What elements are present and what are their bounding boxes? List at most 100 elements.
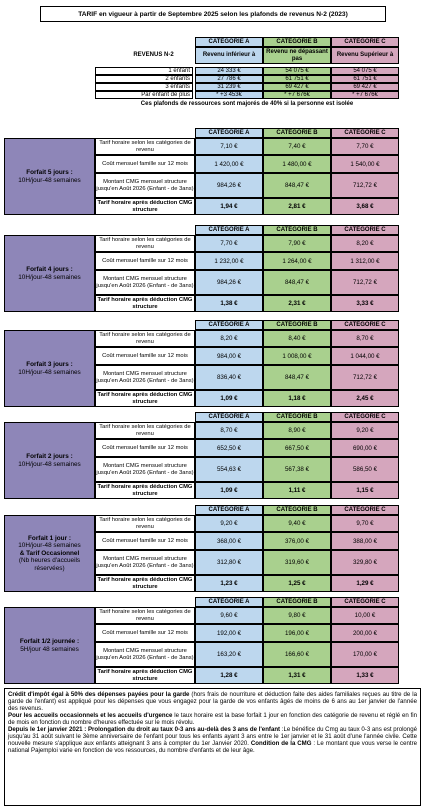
row-label: Tarif horaire après déduction CMG struct… [95, 667, 195, 684]
row-label: Coût mensuel famille sur 12 mois [95, 439, 195, 457]
forfait-label: Forfait 2 jours :10H/jour-48 semaines [4, 422, 95, 499]
tarif-header-c: CATÉGORIE C [331, 597, 399, 607]
row-label: Montant CMG mensuel structure jusqu'en A… [95, 270, 195, 295]
value-cell-a: 1,28 € [195, 667, 263, 684]
tarif-header-a: CATÉGORIE A [195, 128, 263, 138]
note-cmg-text: :Le bénéfice du Cmg au taux 0-3 ans est … [8, 726, 417, 747]
forfait-title: Forfait 5 jours : [26, 168, 73, 176]
value-cell-b: 376,00 € [263, 532, 331, 550]
value-cell-b: 1,18 € [263, 390, 331, 407]
revenus-cell-b: * +7 676€ [263, 91, 331, 99]
value-cell-b: 196,00 € [263, 624, 331, 642]
row-label: Tarif horaire selon les catégories de re… [95, 515, 195, 532]
row-label: Montant CMG mensuel structure jusqu'en A… [95, 365, 195, 390]
value-cell-b: 8,40 € [263, 330, 331, 347]
tarif-header-c: CATÉGORIE C [331, 505, 399, 515]
value-cell-a: 1,38 € [195, 295, 263, 312]
value-cell-c: 1 312,00 € [331, 252, 399, 270]
revenus-subheader-c: Revenu Supérieur à [331, 47, 399, 64]
value-cell-b: 667,50 € [263, 439, 331, 457]
value-cell-b: 9,40 € [263, 515, 331, 532]
tarif-header-a: CATÉGORIE A [195, 412, 263, 422]
revenus-row-label: Par enfant de plus [95, 91, 193, 99]
tarif-header-a: CATÉGORIE A [195, 225, 263, 235]
value-cell-c: 586,50 € [331, 457, 399, 482]
revenus-cell-a: * +3 453€ [195, 91, 263, 99]
revenus-cell-c: * +7 676€ [331, 91, 399, 99]
value-cell-c: 8,70 € [331, 330, 399, 347]
forfait-title: Forfait 1/2 journée : [19, 637, 80, 645]
forfait-label: Forfait 5 jours :10H/jour-48 semaines [4, 138, 95, 215]
value-cell-a: 1 420,00 € [195, 155, 263, 173]
value-cell-a: 9,60 € [195, 607, 263, 624]
value-cell-a: 163,20 € [195, 642, 263, 667]
value-cell-c: 9,70 € [331, 515, 399, 532]
value-cell-a: 8,20 € [195, 330, 263, 347]
value-cell-c: 712,72 € [331, 173, 399, 198]
tarif-header-a: CATÉGORIE A [195, 597, 263, 607]
value-cell-c: 7,70 € [331, 138, 399, 155]
value-cell-b: 848,47 € [263, 173, 331, 198]
row-label: Montant CMG mensuel structure jusqu'en A… [95, 550, 195, 575]
value-cell-a: 1,23 € [195, 575, 263, 592]
value-cell-c: 712,72 € [331, 270, 399, 295]
note-occasionnel-bold: Pour les accueils occasionnels et les ac… [8, 712, 173, 719]
value-cell-c: 9,20 € [331, 422, 399, 439]
value-cell-b: 848,47 € [263, 270, 331, 295]
value-cell-b: 1,11 € [263, 482, 331, 499]
row-label: Tarif horaire selon les catégories de re… [95, 138, 195, 155]
value-cell-b: 1 264,00 € [263, 252, 331, 270]
value-cell-b: 319,60 € [263, 550, 331, 575]
value-cell-a: 554,63 € [195, 457, 263, 482]
forfait-hours: 10H/jour-48 semaines [18, 176, 81, 184]
tarif-header-b: CATÉGORIE B [263, 412, 331, 422]
value-cell-a: 652,50 € [195, 439, 263, 457]
row-label: Coût mensuel famille sur 12 mois [95, 624, 195, 642]
value-cell-a: 984,26 € [195, 173, 263, 198]
row-label: Montant CMG mensuel structure jusqu'en A… [95, 173, 195, 198]
value-cell-c: 329,80 € [331, 550, 399, 575]
row-label: Tarif horaire selon les catégories de re… [95, 330, 195, 347]
value-cell-b: 2,81 € [263, 198, 331, 215]
revenus-cell-c: 54 075 € [331, 67, 399, 75]
revenus-subheader-a: Revenu inférieur à [195, 47, 263, 64]
revenus-header-c: CATÉGORIE C [331, 37, 399, 47]
row-label: Tarif horaire après déduction CMG struct… [95, 198, 195, 215]
notes-box: Crédit d'impôt égal à 50% des dépenses p… [4, 688, 421, 806]
value-cell-c: 170,00 € [331, 642, 399, 667]
revenus-header-b: CATÉGORIE B [263, 37, 331, 47]
tarif-header-b: CATÉGORIE B [263, 505, 331, 515]
value-cell-a: 984,00 € [195, 347, 263, 365]
tarif-header-c: CATÉGORIE C [331, 412, 399, 422]
row-label: Tarif horaire selon les catégories de re… [95, 607, 195, 624]
value-cell-c: 1,33 € [331, 667, 399, 684]
value-cell-c: 3,33 € [331, 295, 399, 312]
value-cell-c: 388,00 € [331, 532, 399, 550]
forfait-extra: & Tarif Occasionnel [19, 549, 80, 557]
revenus-note: Ces plafonds de ressources sont majorés … [140, 101, 354, 107]
value-cell-a: 1,09 € [195, 482, 263, 499]
value-cell-b: 1,25 € [263, 575, 331, 592]
value-cell-a: 1,94 € [195, 198, 263, 215]
tarif-header-c: CATÉGORIE C [331, 225, 399, 235]
note-credit-text: (hors frais de nourriture et déduction f… [8, 691, 417, 712]
value-cell-c: 712,72 € [331, 365, 399, 390]
row-label: Tarif horaire après déduction CMG struct… [95, 575, 195, 592]
value-cell-c: 8,20 € [331, 235, 399, 252]
value-cell-b: 848,47 € [263, 365, 331, 390]
value-cell-a: 192,00 € [195, 624, 263, 642]
note-condition-text: : Le montant que vous verse le centre na… [8, 740, 417, 754]
revenus-cell-a: 31 239 € [195, 83, 263, 91]
value-cell-c: 1,29 € [331, 575, 399, 592]
forfait-label: Forfait 1/2 journée :5H/jour 48 semaines [4, 607, 95, 684]
tarif-header-c: CATÉGORIE C [331, 128, 399, 138]
value-cell-b: 1,31 € [263, 667, 331, 684]
revenus-subheader-b: Revenu ne dépassant pas [263, 47, 331, 64]
revenus-row-label: 2 enfants [95, 75, 193, 83]
value-cell-a: 312,80 € [195, 550, 263, 575]
revenus-cell-c: 61 751 € [331, 75, 399, 83]
forfait-hours: 10H/jour-48 semaines [18, 542, 81, 550]
value-cell-b: 1 008,00 € [263, 347, 331, 365]
revenus-row-label: 3 enfants [95, 83, 193, 91]
tarif-header-a: CATÉGORIE A [195, 320, 263, 330]
